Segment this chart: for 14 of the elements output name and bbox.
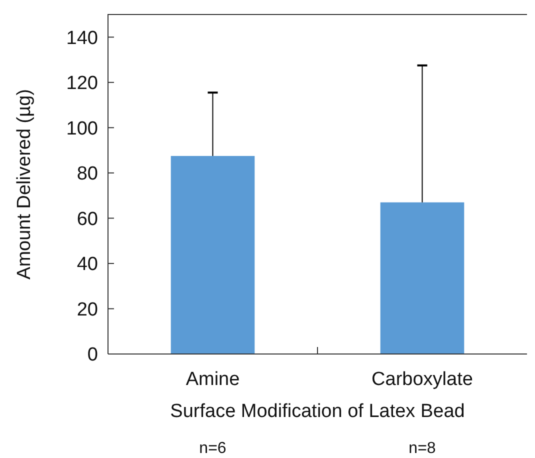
- x-tick-label: Amine: [186, 369, 240, 390]
- y-tick-label: 60: [76, 208, 98, 230]
- y-tick-label: 0: [87, 344, 98, 366]
- y-tick-label: 120: [66, 73, 98, 94]
- text: n=6: [199, 440, 226, 457]
- y-tick-label: 100: [66, 118, 98, 140]
- y-axis-title: Amount Delivered (µg): [14, 89, 35, 280]
- y-tick-label: 40: [76, 254, 98, 276]
- x-axis-title: Surface Modification of Latex Bead: [170, 401, 465, 422]
- y-tick-label: 80: [76, 164, 98, 185]
- y-tick-label: 140: [66, 28, 98, 49]
- x-tick-label: Carboxylate: [372, 369, 473, 390]
- y-tick-label: 20: [76, 299, 98, 320]
- text: n=8: [408, 440, 436, 457]
